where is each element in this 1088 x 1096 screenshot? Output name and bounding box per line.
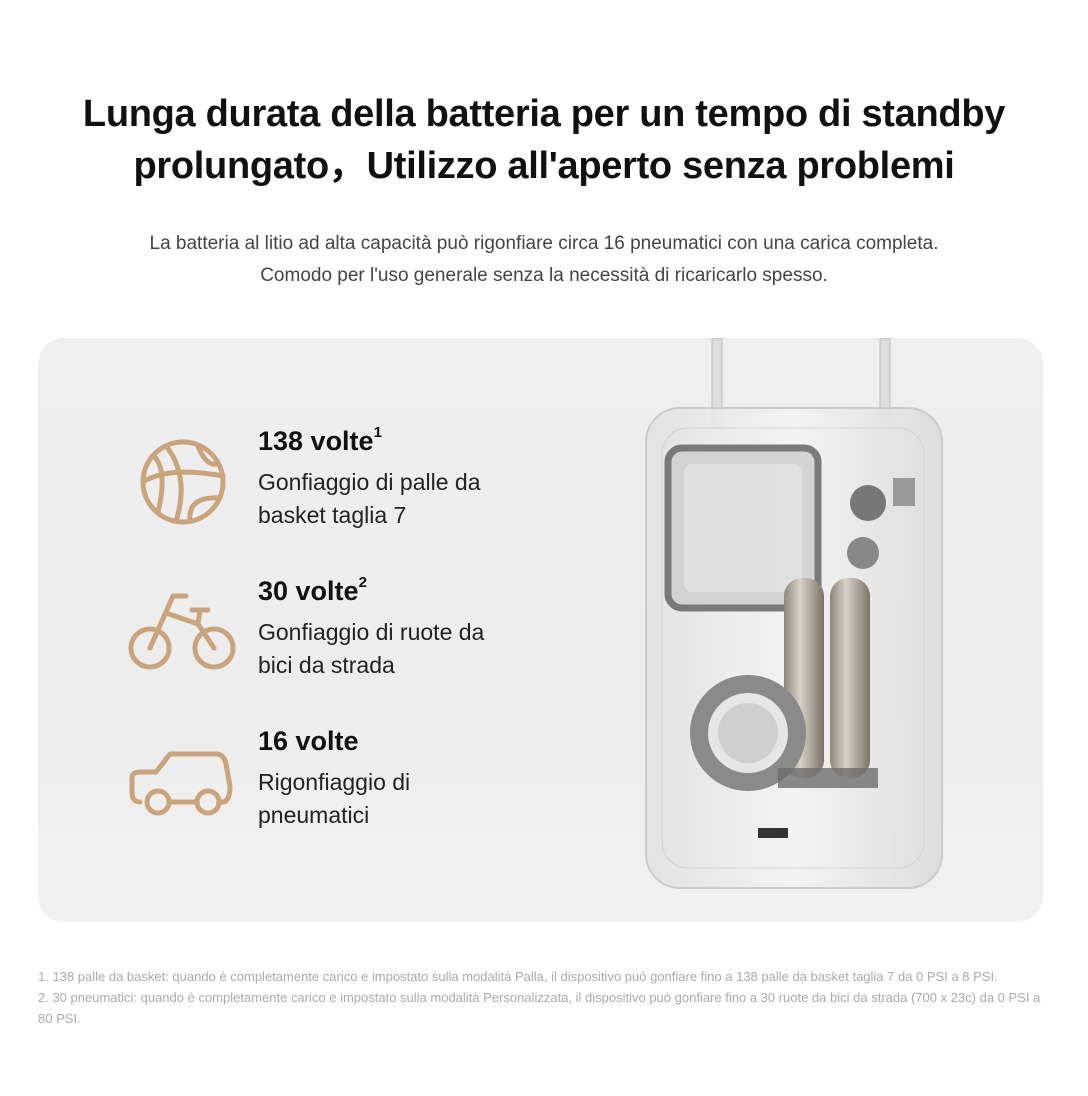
stat-value: 30 volte2 xyxy=(258,574,367,607)
desc-line-2: pneumatici xyxy=(258,802,370,828)
stat-description: Gonfiaggio di ruote da bici da strada xyxy=(258,616,558,682)
stat-value: 16 volte xyxy=(258,726,359,757)
stat-value-text: 30 volte xyxy=(258,576,359,606)
stat-description: Rigonfiaggio di pneumatici xyxy=(258,766,558,832)
footnote-2: 2. 30 pneumatici: quando è completamente… xyxy=(38,990,1041,1026)
footnote-1: 1. 138 palle da basket: quando è complet… xyxy=(38,969,998,984)
subtitle: La batteria al litio ad alta capacità pu… xyxy=(0,228,1088,292)
footnote-marker: 1 xyxy=(373,424,382,441)
subtitle-line-1: La batteria al litio ad alta capacità pu… xyxy=(149,233,939,254)
desc-line-1: Gonfiaggio di ruote da xyxy=(258,619,485,645)
bicycle-icon xyxy=(128,593,236,670)
desc-line-2: bici da strada xyxy=(258,652,395,678)
footnote-marker: 2 xyxy=(358,574,367,591)
stat-description: Gonfiaggio di palle da basket taglia 7 xyxy=(258,466,558,532)
page-title: Lunga durata della batteria per un tempo… xyxy=(0,88,1088,192)
stat-value: 138 volte1 xyxy=(258,424,382,457)
subtitle-line-2: Comodo per l'uso generale senza la neces… xyxy=(260,265,828,286)
title-line-1: Lunga durata della batteria per un tempo… xyxy=(82,93,1006,135)
desc-line-1: Rigonfiaggio di xyxy=(258,769,411,795)
basketball-icon xyxy=(140,439,226,525)
footnotes: 1. 138 palle da basket: quando è complet… xyxy=(38,966,1048,1029)
product-image-air-pump xyxy=(645,338,943,889)
desc-line-1: Gonfiaggio di palle da xyxy=(258,469,481,495)
title-line-2: prolungato，Utilizzo all'aperto senza pro… xyxy=(133,145,955,187)
desc-line-2: basket taglia 7 xyxy=(258,502,407,528)
feature-card: 138 volte1 Gonfiaggio di palle da basket… xyxy=(38,338,1043,922)
stat-value-text: 138 volte xyxy=(258,426,374,456)
car-icon xyxy=(129,751,233,816)
stat-value-text: 16 volte xyxy=(258,726,359,756)
